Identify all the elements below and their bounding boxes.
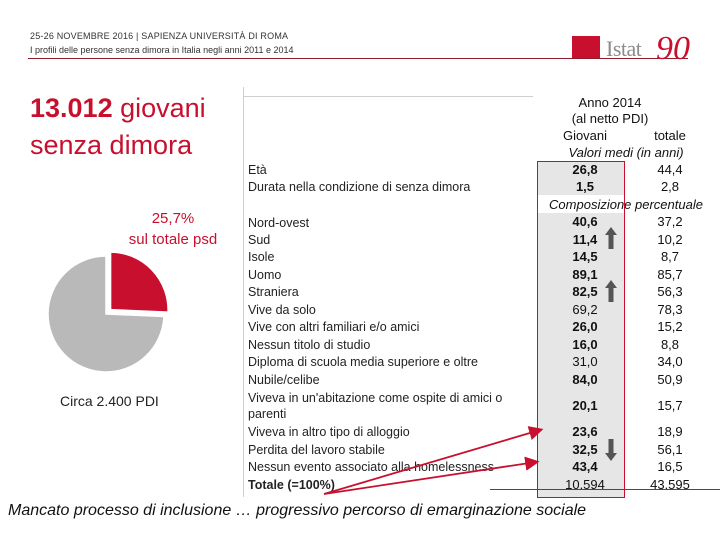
column-giovani: Giovani [562,128,608,143]
cell-giovani-straniera: 82,5 [572,284,598,299]
istat-logo-90: 90 [656,30,690,67]
row-label-ospite: Viveva in un'abitazione come ospite di a… [248,391,503,405]
cell-totale-vive-solo: 78,3 [657,302,683,317]
cell-giovani-nessun-evento: 43,4 [572,459,598,474]
conclusion-text: Mancato processo di inclusione … progres… [8,502,587,519]
row-label-nessun-titolo: Nessun titolo di studio [248,338,371,352]
arrow-to-altro-alloggio [323,426,544,495]
row-label-vive-familiari: Vive con altri familiari e/o amici [248,320,420,334]
pie-slice-rest [47,255,165,373]
cell-totale-nord-ovest: 37,2 [657,214,683,229]
table-note: (al netto PDI) [571,111,649,126]
pie-chart [47,250,170,373]
bottom-rule [490,489,720,490]
giovani-highlight-means [537,161,625,195]
cell-totale-straniera: 56,3 [657,284,683,299]
row-label-eta: Età [248,163,267,177]
cell-giovani-isole: 14,5 [572,249,598,264]
table-left-border [243,87,244,497]
row-label-durata: Durata nella condizione di senza dimora [248,180,471,194]
row-label-isole: Isole [248,250,275,264]
column-totale: totale [654,128,686,143]
cell-totale-diploma: 34,0 [657,354,683,369]
cell-totale-durata: 2,8 [660,179,680,194]
slide-subtitle: I profili delle persone senza dimora in … [30,45,294,55]
row-label-perdita-lavoro: Perdita del lavoro stabile [248,443,385,457]
row-label-uomo: Uomo [248,268,282,282]
cell-totale-nessun-evento: 16,5 [657,459,683,474]
pie-other-label: Circa 2.400 PDI [60,393,159,409]
connector-arrows [323,426,544,495]
row-label-altro-alloggio: Viveva in altro tipo di alloggio [248,425,410,439]
cell-totale-perdita-lavoro: 56,1 [657,442,683,457]
row-label-nord-ovest: Nord-ovest [248,216,310,230]
cell-totale-uomo: 85,7 [657,267,683,282]
cell-totale-ospite: 15,7 [657,398,683,413]
istat-logo: Istat 90 [572,30,692,74]
arrow-up-icon [605,280,617,302]
cell-totale-sud: 10,2 [657,232,683,247]
cell-totale-nessun-titolo: 8,8 [660,337,680,352]
row-label-nubile: Nubile/celibe [248,373,320,387]
row-label-ospite-cont: parenti [248,407,287,421]
title-line2: senza dimora [30,130,193,160]
title-number: 13.012 [30,93,113,123]
cell-giovani-ospite: 20,1 [572,398,598,413]
cell-giovani-nord-ovest: 40,6 [572,214,598,229]
pie-share-caption: sul totale psd [128,231,218,248]
header-divider [28,58,688,59]
cell-totale-isole: 8,7 [660,249,680,264]
cell-giovani-sud: 11,4 [572,232,598,247]
event-header: 25-26 NOVEMBRE 2016 | SAPIENZA UNIVERSIT… [30,31,289,41]
slide-title: 13.012 giovani senza dimora [30,90,206,164]
pie-share-value: 25,7% [151,210,195,227]
arrow-up-icon [605,227,617,249]
arrow-to-nessun-evento [323,456,540,495]
cell-giovani-altro-alloggio: 23,6 [572,424,598,439]
table-top-border [243,96,533,97]
cell-giovani-diploma: 31,0 [572,354,598,369]
cell-giovani-nubile: 84,0 [572,372,598,387]
cell-giovani-vive-familiari: 26,0 [572,319,598,334]
giovani-column-outline [537,161,625,498]
istat-logo-word: Istat [606,36,642,61]
cell-giovani-perdita-lavoro: 32,5 [572,442,598,457]
row-label-sud: Sud [248,233,271,247]
cell-giovani-totale: 10.594 [565,477,605,492]
row-label-nessun-evento: Nessun evento associato alla homelessnes… [248,460,494,474]
arrow-down-icon [605,439,617,461]
pie-slice-highlight [109,250,170,314]
title-word: giovani [120,93,206,123]
cell-giovani-eta: 26,8 [572,162,598,177]
table-year: Anno 2014 [578,95,642,110]
cell-totale-vive-familiari: 15,2 [657,319,683,334]
cell-totale-nubile: 50,9 [657,372,683,387]
cell-giovani-uomo: 89,1 [572,267,598,282]
pie-share-label: 25,7% sul totale psd [112,208,234,250]
cell-totale-altro-alloggio: 18,9 [657,424,683,439]
row-label-diploma: Diploma di scuola media superiore e oltr… [248,355,478,369]
cell-giovani-durata: 1,5 [575,179,595,194]
section-means: Valori medi (in anni) [568,145,684,160]
istat-logo-mark [572,36,600,58]
cell-totale-totale: 43.595 [650,477,690,492]
cell-giovani-nessun-titolo: 16,0 [572,337,598,352]
cell-giovani-vive-solo: 69,2 [572,302,598,317]
cell-totale-eta: 44,4 [657,162,683,177]
row-label-straniera: Straniera [248,285,299,299]
row-label-vive-solo: Vive da solo [248,303,316,317]
row-label-totale: Totale (=100%) [248,478,335,492]
section-percent: Composizione percentuale [549,197,703,212]
